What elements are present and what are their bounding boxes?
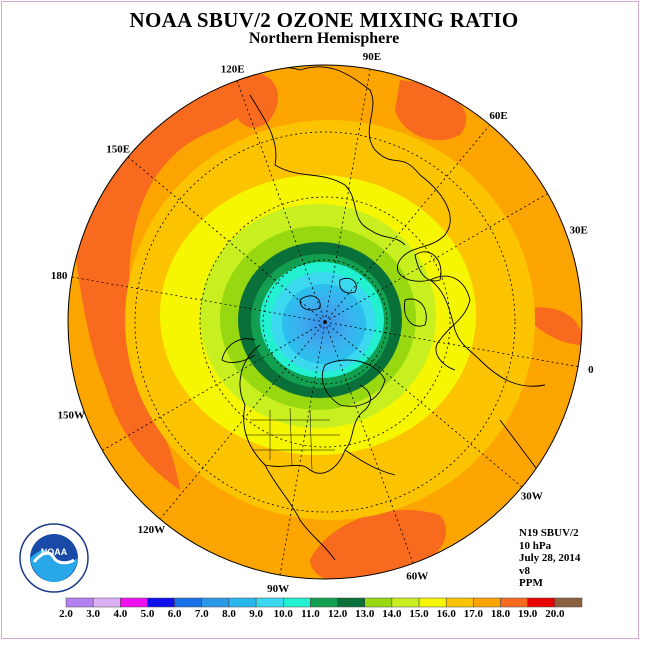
info-version: v8: [519, 564, 530, 577]
longitude-label: 0: [588, 364, 594, 376]
info-block: N19 SBUV/2 10 hPa July 28, 2014 v8 PPM: [519, 527, 580, 590]
longitude-label: 90W: [267, 583, 289, 595]
map-title: NOAA SBUV/2 OZONE MIXING RATIO: [129, 8, 519, 32]
longitude-label: 150W: [58, 409, 86, 421]
longitude-label: 180: [51, 270, 68, 282]
longitude-label: 120W: [138, 524, 166, 536]
info-satellite: N19 SBUV/2: [519, 527, 579, 539]
longitude-labels: 90E 60E 30E 0 30W 60W 90W 120W 150W 180 150E 120E: [51, 51, 594, 595]
info-date: July 28, 2014: [519, 552, 581, 564]
state-borders: [245, 407, 340, 471]
ozone-field: [68, 65, 582, 579]
info-level: 10 hPa: [519, 539, 552, 552]
longitude-label: 150E: [106, 143, 130, 155]
longitude-label: 30W: [521, 491, 543, 503]
noaa-logo: NOAA: [19, 523, 89, 593]
info-units: PPM: [519, 577, 543, 589]
longitude-label: 120E: [221, 63, 245, 75]
longitude-label: 60W: [406, 571, 428, 583]
noaa-logo-text: NOAA: [41, 547, 68, 557]
map-boundary: [67, 64, 583, 580]
longitude-label: 60E: [489, 110, 507, 122]
map-subtitle: Northern Hemisphere: [248, 30, 400, 47]
graticule: [71, 69, 581, 576]
figure-frame: [1, 1, 639, 639]
longitude-label: 90E: [363, 51, 381, 63]
longitude-label: 30E: [570, 225, 588, 237]
coastlines: [199, 66, 546, 561]
